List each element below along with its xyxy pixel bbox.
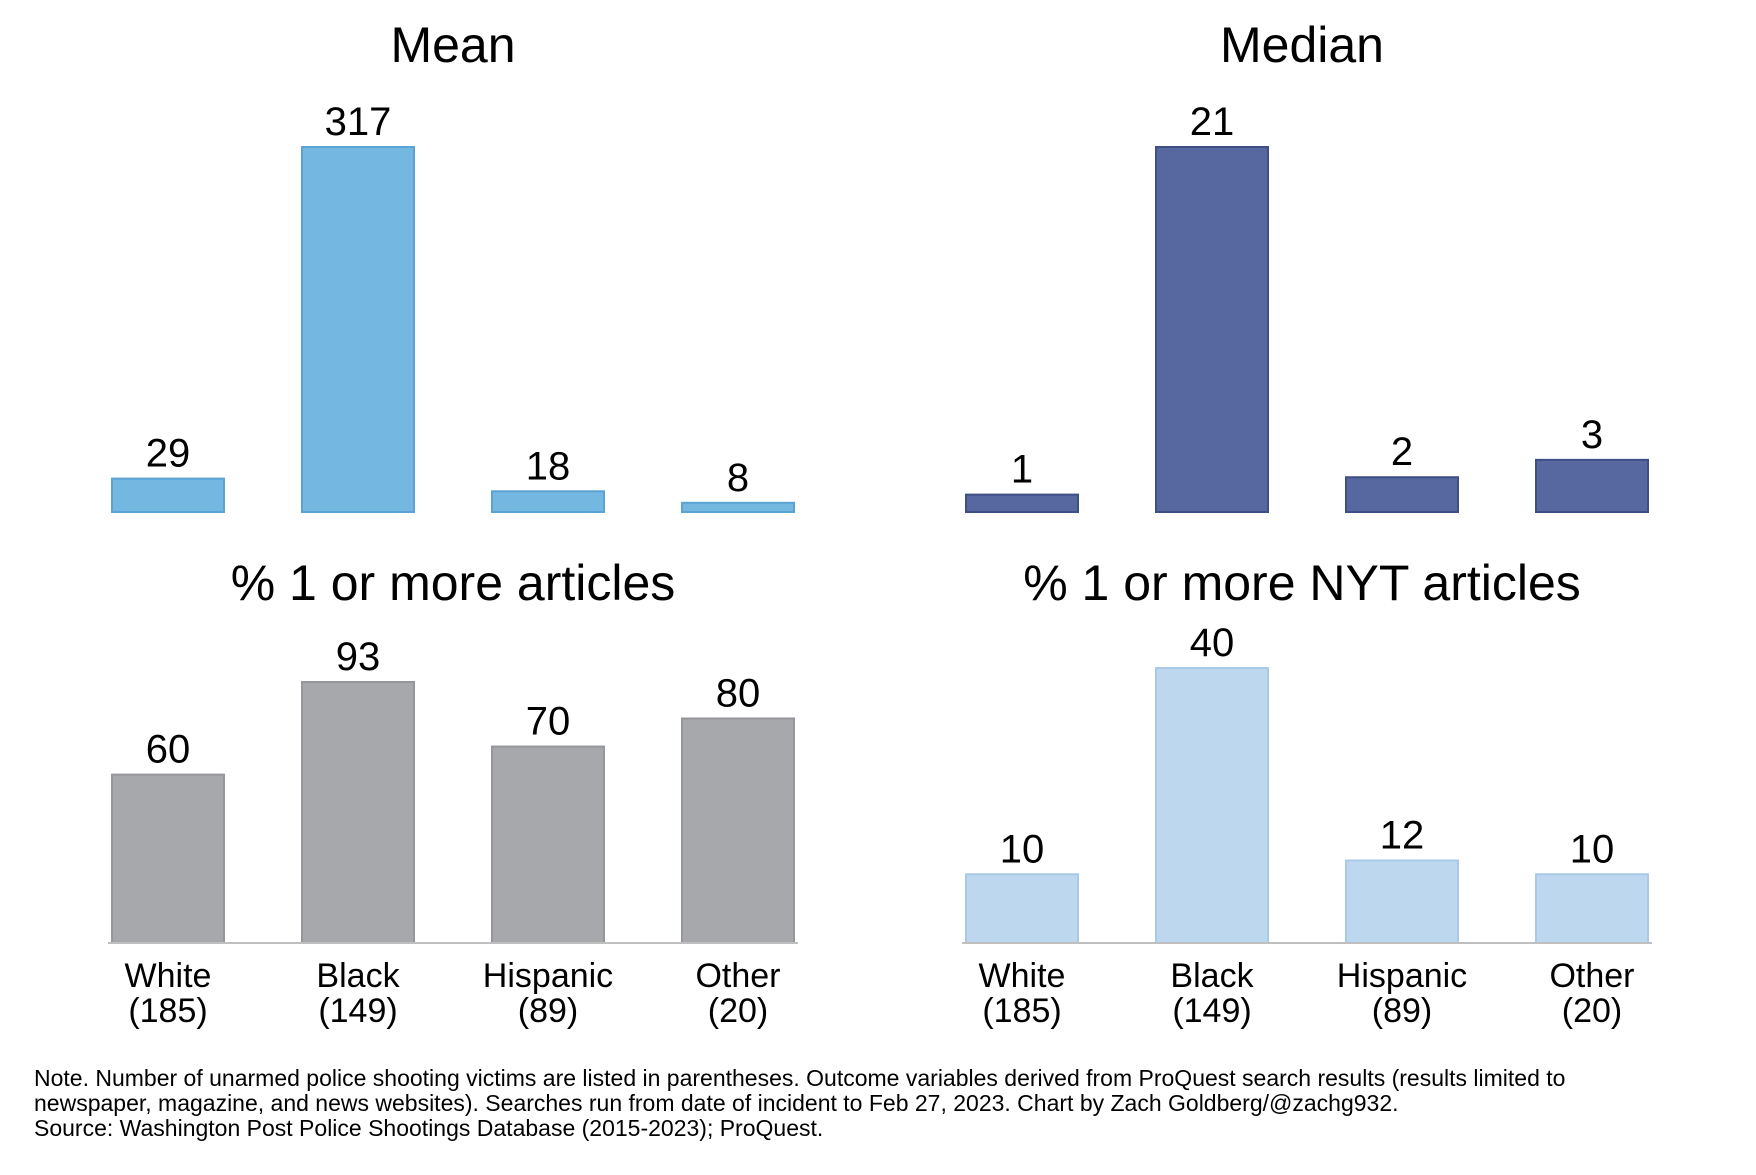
bar-hispanic [1345,476,1459,514]
tick-label-other: Other [695,957,780,995]
tick-count-other: (20) [708,992,768,1030]
bar-white [111,773,225,945]
data-label-other: 80 [716,671,761,715]
bar-hispanic [1345,859,1459,944]
tick-label-hispanic: Hispanic [483,957,613,995]
tick-count-black: (149) [1172,992,1251,1030]
bar-black [1155,667,1269,944]
data-label-other: 8 [727,456,749,500]
chart-panel-2: Median 1 21 2 3 [965,17,1649,514]
tick-count-white: (185) [982,992,1061,1030]
bar-hispanic [491,745,605,945]
tick-label-black: Black [1170,957,1254,995]
chart-panel-3: % 1 or more articles 60 93 70 80 White(185) Bl… [108,555,798,1030]
tick-count-hispanic: (89) [1372,992,1432,1030]
tick-count-hispanic: (89) [518,992,578,1030]
tick-label-hispanic: Hispanic [1337,957,1467,995]
tick-count-other: (20) [1562,992,1622,1030]
bar-hispanic [491,490,605,513]
data-label-other: 10 [1570,827,1615,871]
panel-title: Median [1220,17,1384,73]
bar-other [1535,873,1649,944]
data-label-white: 60 [146,728,191,772]
panel-title: Mean [390,17,515,73]
footnote-line-1: Note. Number of unarmed police shooting … [34,1065,1566,1091]
data-label-hispanic: 18 [526,444,571,488]
footnote-line-3: Source: Washington Post Police Shootings… [34,1115,824,1141]
bar-black [1155,146,1269,513]
tick-count-black: (149) [318,992,397,1030]
bar-other [681,501,795,513]
chart-panel-1: Mean 29 317 18 8 [111,17,795,513]
bar-black [301,146,415,513]
data-label-black: 40 [1190,621,1235,665]
tick-label-black: Black [316,957,400,995]
tick-label-white: White [979,957,1066,995]
data-label-white: 1 [1011,448,1033,492]
data-label-hispanic: 2 [1391,430,1413,474]
tick-label-other: Other [1549,957,1634,995]
tick-label-white: White [125,957,212,995]
bar-black [301,681,415,944]
footnote-line-2: newspaper, magazine, and news websites).… [34,1090,1399,1116]
data-label-black: 317 [325,100,392,144]
bar-white [965,873,1079,944]
data-label-hispanic: 12 [1380,814,1425,858]
footnote: Note. Number of unarmed police shooting … [34,1066,1724,1141]
data-label-black: 93 [336,635,381,679]
panel-title: % 1 or more articles [231,555,676,611]
data-label-black: 21 [1190,100,1235,144]
chart-panel-4: % 1 or more NYT articles 10 40 12 10 White(18… [962,555,1652,1030]
panel-title: % 1 or more NYT articles [1023,555,1581,611]
data-label-white: 29 [146,432,191,476]
bar-white [111,477,225,513]
data-label-other: 3 [1581,413,1603,457]
data-label-white: 10 [1000,827,1045,871]
data-label-hispanic: 70 [526,700,571,744]
bar-other [681,717,795,945]
bar-white [965,493,1079,514]
tick-count-white: (185) [128,992,207,1030]
bar-other [1535,458,1649,514]
